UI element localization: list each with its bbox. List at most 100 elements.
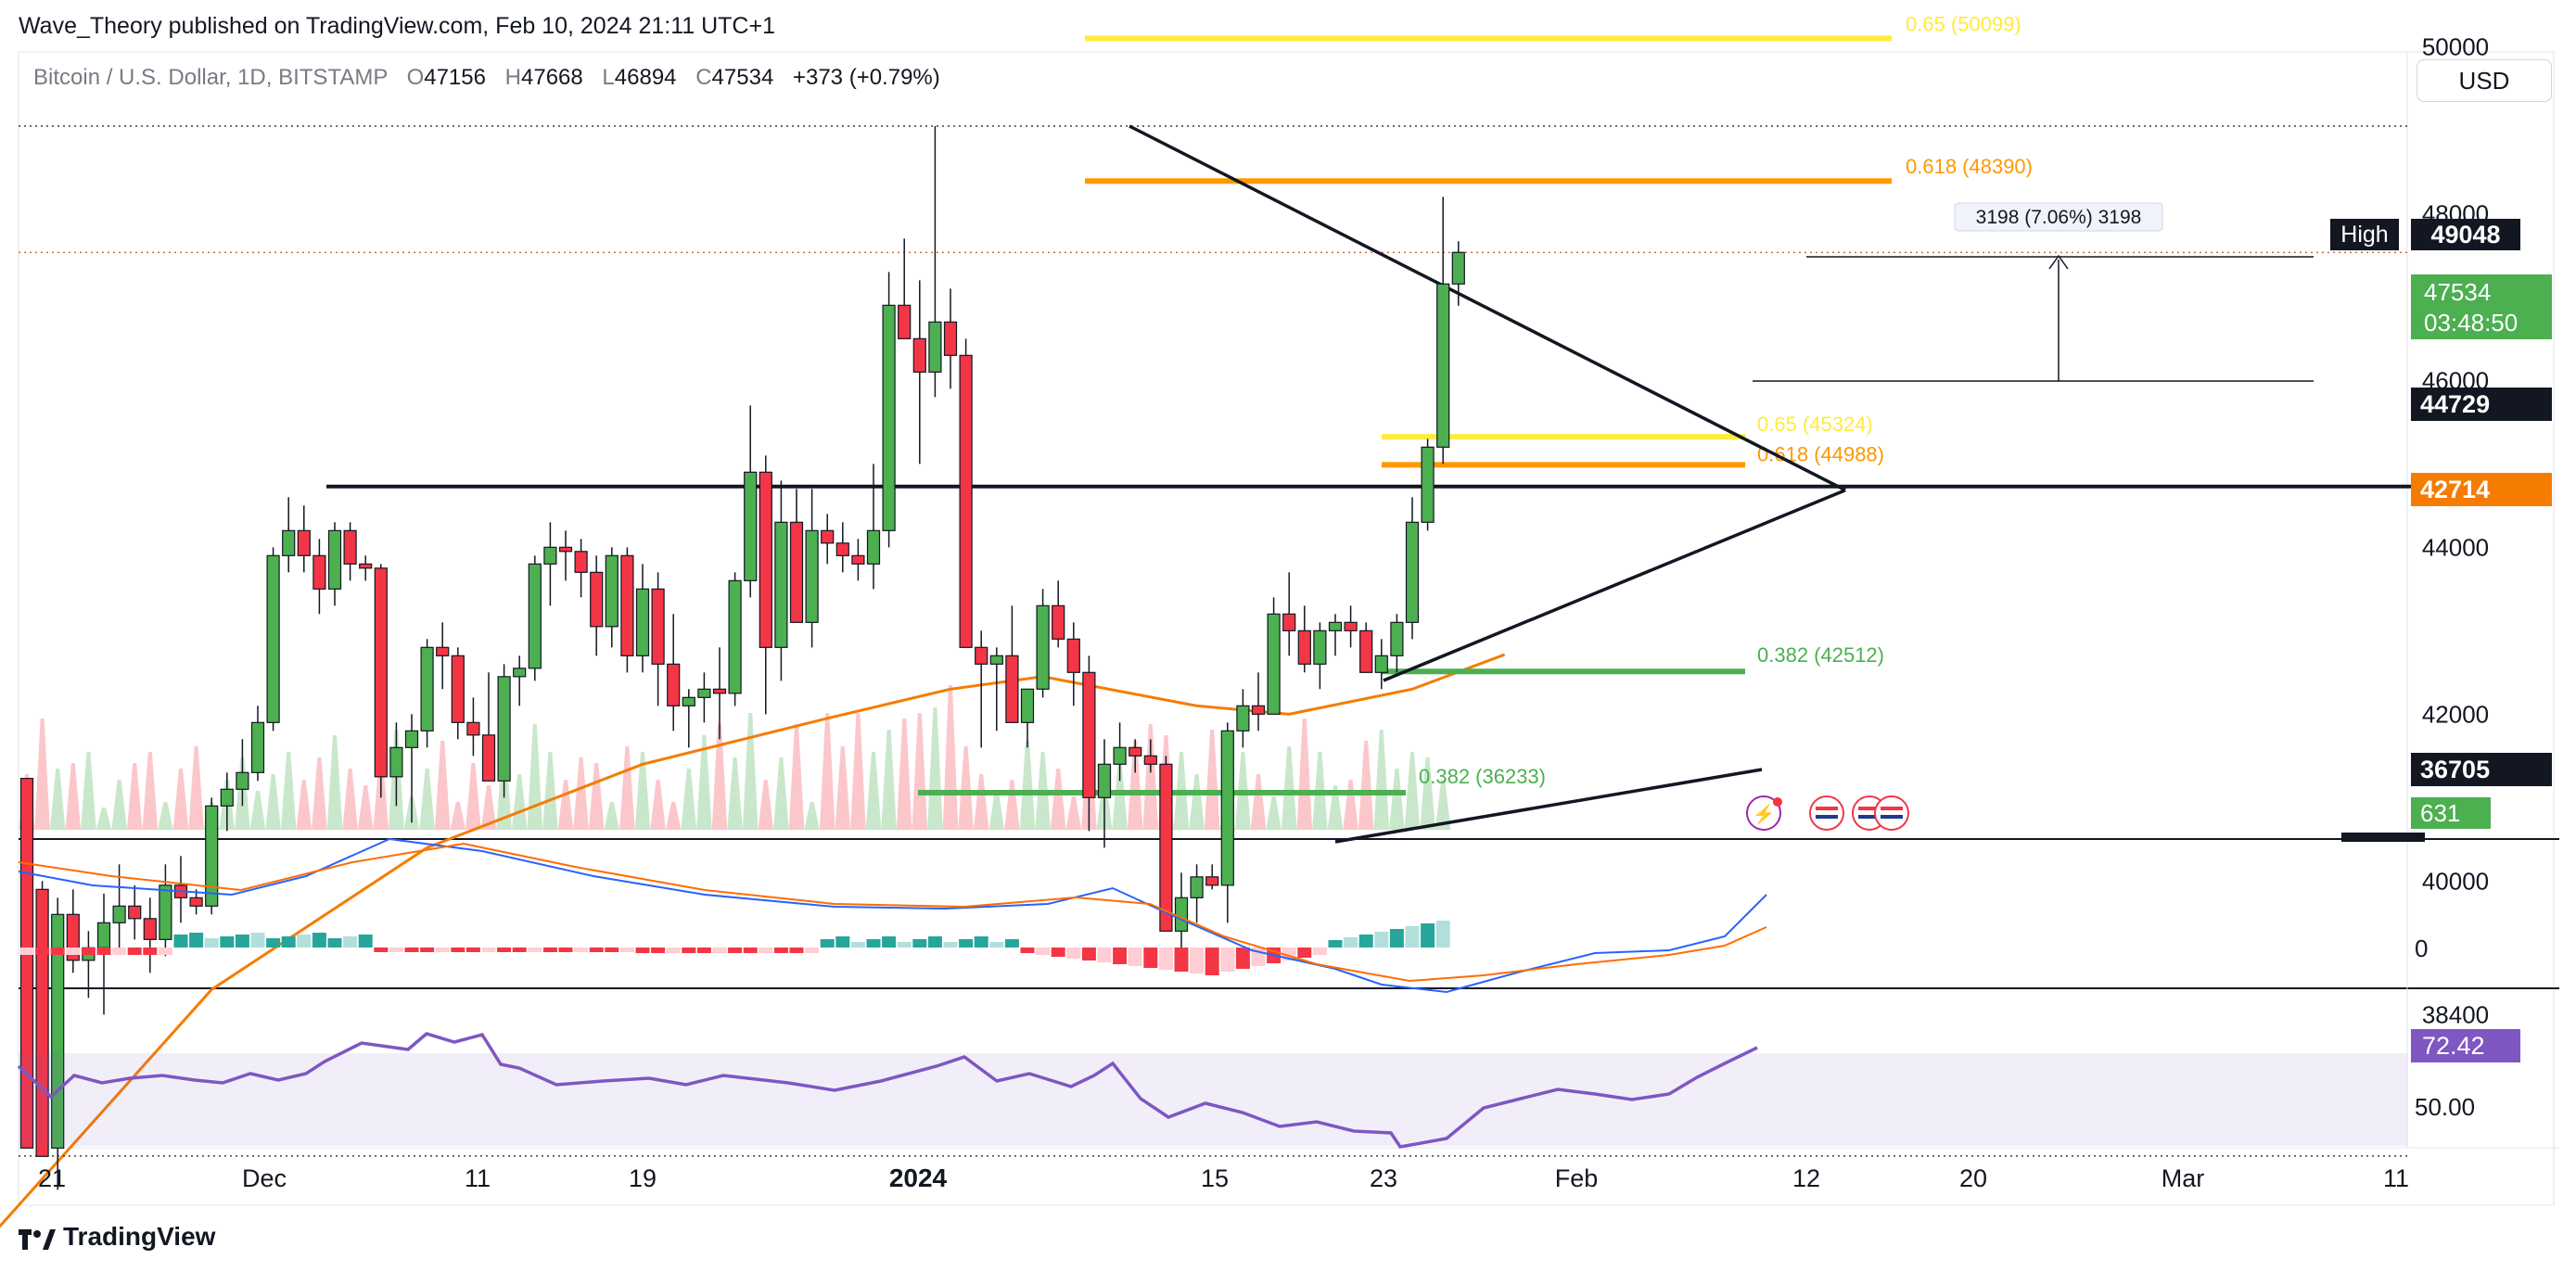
volume-bar <box>126 763 143 830</box>
tradingview-brand[interactable]: TradingView <box>19 1222 215 1252</box>
candle-body <box>682 696 695 706</box>
close-label: C <box>695 65 712 90</box>
macd-histogram-bar <box>1358 935 1373 948</box>
tradingview-logo-icon <box>19 1227 56 1250</box>
candle-body <box>651 588 665 665</box>
candle-body <box>1159 763 1173 932</box>
candle-body <box>975 646 988 665</box>
volume-bar <box>604 802 620 830</box>
currency-button[interactable]: USD <box>2417 59 2552 102</box>
fib-level-label: 0.65 (50099) <box>1906 12 2021 35</box>
volume-bar <box>1373 730 1390 830</box>
macd-histogram-bar <box>743 948 758 953</box>
time-axis-tick: 21 <box>38 1164 66 1192</box>
low-value: 46894 <box>614 65 677 90</box>
candle-body <box>882 304 896 531</box>
volume-bar <box>188 746 204 830</box>
candle-body <box>1066 638 1080 673</box>
candle-body <box>497 676 511 782</box>
macd-histogram-bar <box>696 948 711 953</box>
us-flag-event-icon <box>1874 795 1909 831</box>
volume-bar <box>788 724 805 830</box>
candle-body <box>1359 630 1373 673</box>
candle-body <box>835 542 849 556</box>
fib-level-label: 0.65 (45324) <box>1757 413 1873 436</box>
candle-body <box>898 304 912 339</box>
macd-histogram-bar <box>1328 940 1343 948</box>
volume-bar <box>711 724 728 830</box>
volume-bar <box>1112 763 1128 830</box>
candle-body <box>1421 446 1435 523</box>
flash-glyph-icon: ⚡ <box>1753 803 1776 825</box>
volume-bar <box>1065 796 1082 830</box>
candle-body <box>728 579 742 694</box>
macd-histogram-bar <box>927 936 942 948</box>
macd-histogram-bar <box>1220 948 1235 972</box>
volume-marker-label: 36705 <box>2420 756 2490 783</box>
macd-histogram-bar <box>327 938 342 948</box>
measure-arrow-head <box>2048 254 2069 270</box>
macd-histogram-bar <box>497 948 512 952</box>
macd-histogram-bar <box>712 948 727 953</box>
volume-bar <box>773 757 789 830</box>
high-price-box <box>2411 219 2520 250</box>
volume-bar <box>1281 746 1297 830</box>
macd-histogram-bar <box>1174 948 1189 972</box>
candle-body <box>159 884 172 940</box>
volume-bar <box>1420 757 1435 830</box>
candle-body <box>928 321 942 373</box>
volume-bar <box>1266 796 1282 830</box>
change-value: +373 (+0.79%) <box>792 65 940 90</box>
candle-body <box>297 529 311 556</box>
volume-bar <box>958 746 974 830</box>
measure-label-box <box>1954 202 2163 232</box>
candle-body <box>420 646 434 731</box>
symbol-name[interactable]: Bitcoin / U.S. Dollar, 1D, BITSTAMP <box>33 65 388 90</box>
time-axis-tick: 2024 <box>889 1164 948 1192</box>
candle-body <box>959 354 973 648</box>
volume-bar <box>249 791 266 830</box>
countdown-label: 03:48:50 <box>2424 309 2518 337</box>
candle-body <box>481 734 496 782</box>
event-dot-icon <box>1773 797 1782 807</box>
macd-histogram-bar <box>1113 948 1128 964</box>
macd-histogram-bar <box>81 948 96 955</box>
candle-body <box>1143 755 1157 765</box>
us-flag-stripe-icon <box>1858 807 1881 810</box>
candle-body <box>220 788 234 807</box>
macd-histogram-bar <box>1036 948 1051 955</box>
rsi-value-box <box>2411 1029 2520 1062</box>
macd-histogram-bar <box>1421 923 1435 948</box>
candle-body <box>1313 630 1327 665</box>
symbol-legend[interactable]: Bitcoin / U.S. Dollar, 1D, BITSTAMP O471… <box>33 65 940 91</box>
open-label: O <box>406 65 425 90</box>
candle-body <box>1052 604 1065 640</box>
volume-bar <box>1127 741 1143 830</box>
time-axis-tick: 12 <box>1792 1164 1820 1192</box>
candle-body <box>620 554 634 656</box>
candle-body <box>558 546 573 553</box>
macd-histogram-bar <box>558 948 573 952</box>
macd-histogram-bar <box>789 948 804 953</box>
macd-histogram-bar <box>220 936 235 948</box>
us-flag-event-icon <box>1809 795 1844 831</box>
volume-marker-box <box>2411 753 2552 786</box>
chart-frame <box>18 51 2555 1206</box>
volume-bar <box>96 808 112 830</box>
volume-bar <box>650 780 666 830</box>
macd-histogram-bar <box>1158 948 1173 970</box>
macd-histogram-bar <box>974 936 988 948</box>
candle-body <box>1374 655 1388 673</box>
candle-body <box>19 778 34 1149</box>
candle-body <box>1267 613 1281 715</box>
macd-histogram-bar <box>1066 948 1081 959</box>
macd-histogram-bar <box>250 933 265 948</box>
macd-histogram-bar <box>1081 948 1096 960</box>
volume-bar <box>896 719 912 830</box>
candle-body <box>912 337 926 373</box>
high-price-label: 49048 <box>2430 221 2500 248</box>
candle-body <box>744 471 758 581</box>
macd-histogram-bar <box>235 935 249 948</box>
volume-bar <box>419 769 435 830</box>
